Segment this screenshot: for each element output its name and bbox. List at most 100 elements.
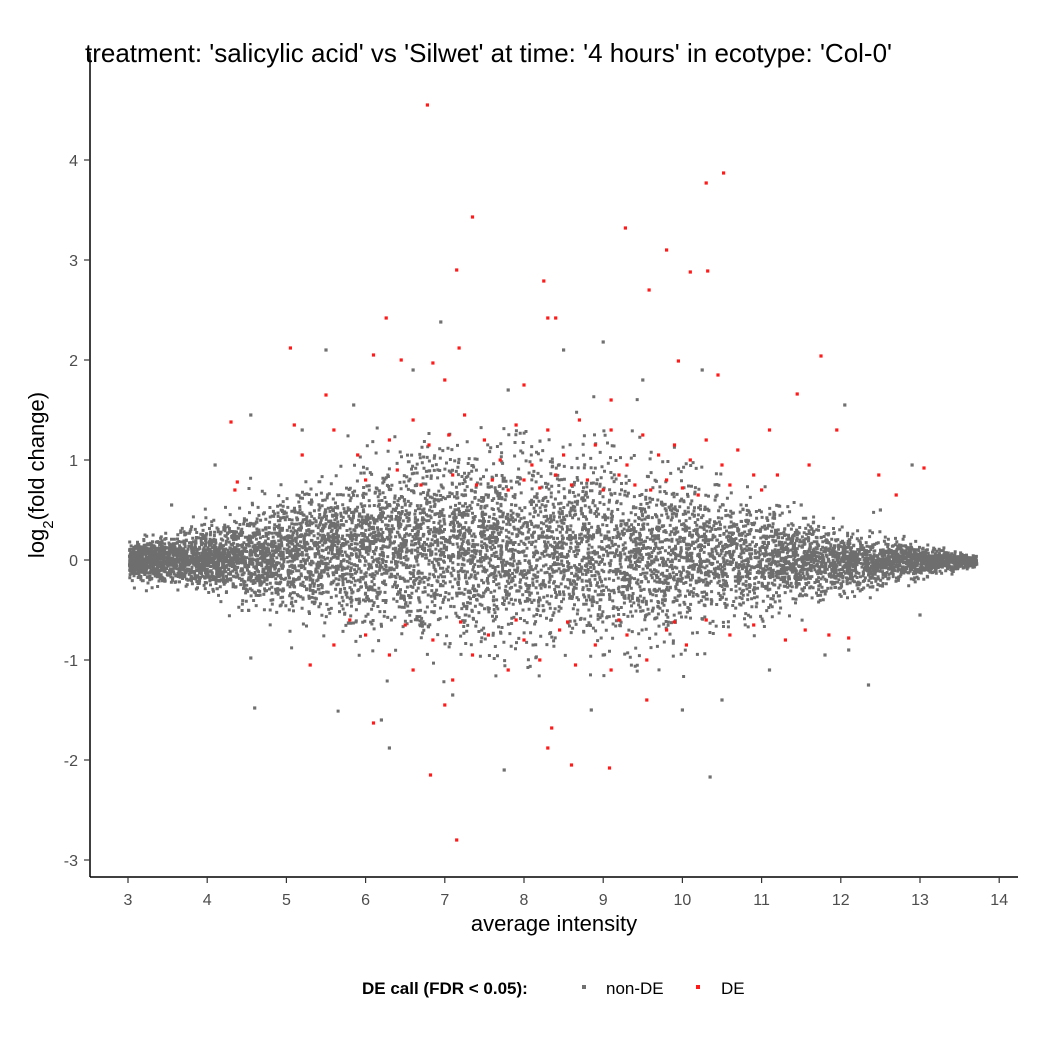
non-de-point xyxy=(451,693,455,697)
de-point xyxy=(877,473,881,477)
non-de-cloud-points xyxy=(128,395,979,713)
y-tick-label: 2 xyxy=(69,353,78,370)
de-point xyxy=(546,316,550,320)
legend-key-non-de xyxy=(582,985,586,989)
x-tick-label: 12 xyxy=(832,892,850,909)
de-point xyxy=(455,838,459,842)
de-point xyxy=(364,478,368,482)
non-de-point-cloud xyxy=(128,395,979,713)
de-point xyxy=(569,483,574,487)
x-tick-label: 10 xyxy=(674,892,692,909)
de-point xyxy=(431,638,435,642)
legend: DE call (FDR < 0.05): non-DE DE xyxy=(362,979,745,998)
de-point xyxy=(470,215,475,219)
de-point xyxy=(443,703,447,707)
de-point xyxy=(569,763,574,767)
de-point xyxy=(688,270,692,274)
de-point xyxy=(716,373,720,377)
non-de-point xyxy=(601,653,605,657)
de-point xyxy=(665,248,669,252)
y-tick-label: -1 xyxy=(64,653,78,670)
plot-area xyxy=(128,103,979,842)
non-de-point xyxy=(799,503,803,507)
de-point xyxy=(558,628,562,632)
de-point xyxy=(593,643,597,647)
non-de-point xyxy=(170,503,174,507)
de-point xyxy=(546,428,550,432)
non-de-point xyxy=(918,613,922,617)
de-point xyxy=(720,463,724,467)
y-tick-label: 4 xyxy=(69,153,78,170)
de-point xyxy=(676,359,680,363)
de-point xyxy=(728,483,732,487)
de-point xyxy=(457,346,461,350)
non-de-point xyxy=(300,428,304,432)
de-point xyxy=(451,678,455,682)
y-tick-label: 1 xyxy=(69,453,78,470)
de-point xyxy=(288,346,292,350)
de-point xyxy=(577,418,581,422)
de-point xyxy=(680,486,684,490)
de-point xyxy=(641,433,645,437)
de-point xyxy=(538,486,542,490)
de-point xyxy=(835,428,839,432)
y-axis-ticks: -3 -2 -1 0 1 2 3 4 xyxy=(64,153,90,870)
de-point xyxy=(736,448,740,452)
de-point xyxy=(498,458,502,462)
de-point xyxy=(684,643,688,647)
de-point xyxy=(625,463,629,467)
non-de-points xyxy=(170,320,922,779)
de-point xyxy=(443,378,447,382)
de-point xyxy=(395,468,399,472)
non-de-point xyxy=(866,683,871,687)
de-point xyxy=(356,453,360,457)
de-point xyxy=(617,618,621,622)
de-point xyxy=(403,623,407,627)
de-point xyxy=(482,438,486,442)
de-point xyxy=(546,746,550,750)
de-point xyxy=(300,453,304,457)
de-point xyxy=(647,288,651,292)
de-point xyxy=(427,443,431,447)
de-point xyxy=(459,620,463,624)
non-de-point xyxy=(843,403,847,407)
de-point xyxy=(803,628,807,632)
y-tick-label: -3 xyxy=(64,853,78,870)
de-point xyxy=(665,478,669,482)
de-point xyxy=(514,618,518,622)
de-point xyxy=(704,438,708,442)
non-de-point xyxy=(910,463,914,467)
de-point xyxy=(233,488,237,492)
x-tick-label: 8 xyxy=(520,892,529,909)
y-axis-title-main: log xyxy=(24,529,49,558)
de-point xyxy=(617,473,621,477)
non-de-point xyxy=(439,320,443,324)
y-axis-title-subscript: 2 xyxy=(40,520,57,528)
x-tick-label: 3 xyxy=(124,892,133,909)
non-de-point xyxy=(641,378,645,382)
de-point xyxy=(364,633,368,637)
non-de-point xyxy=(708,775,712,779)
non-de-point xyxy=(502,768,506,772)
de-point xyxy=(657,453,661,457)
de-point xyxy=(672,620,677,624)
de-point xyxy=(760,488,764,492)
non-de-point xyxy=(823,653,827,657)
non-de-point xyxy=(878,508,882,512)
x-axis-ticks: 3 4 5 6 7 8 9 10 11 12 13 14 xyxy=(124,877,1008,909)
de-point xyxy=(807,463,811,467)
non-de-point xyxy=(700,368,704,372)
y-axis-title-rest: (fold change) xyxy=(24,392,49,520)
de-point xyxy=(428,773,433,777)
de-point xyxy=(332,643,336,647)
de-point xyxy=(425,103,429,107)
non-de-point xyxy=(324,348,328,352)
non-de-point xyxy=(767,668,772,672)
de-point xyxy=(665,628,669,632)
de-point xyxy=(623,226,627,230)
de-point xyxy=(609,428,613,432)
de-point xyxy=(308,663,312,667)
de-point xyxy=(722,171,726,175)
de-point xyxy=(419,483,423,487)
